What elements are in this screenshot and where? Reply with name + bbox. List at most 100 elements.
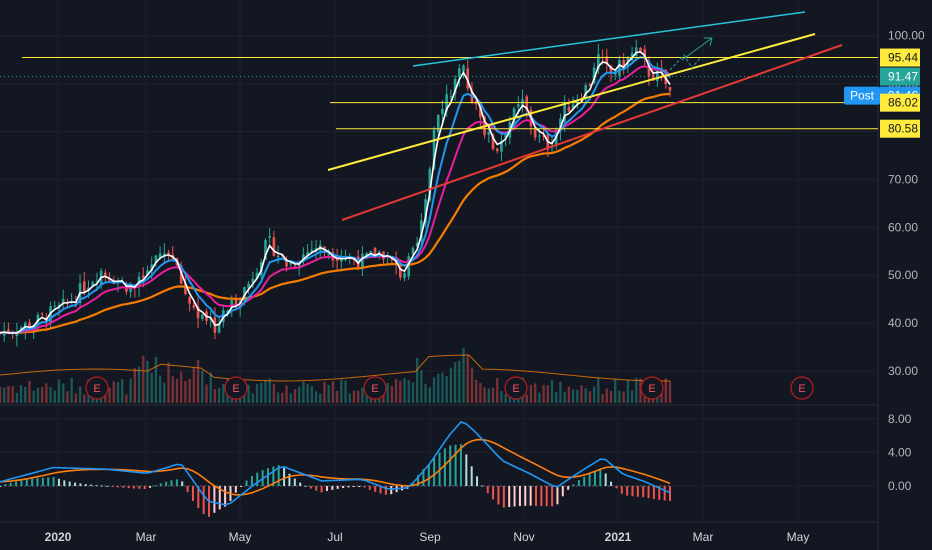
candle-body bbox=[192, 305, 196, 308]
volume-bar bbox=[576, 389, 579, 403]
macd-histogram-bar bbox=[486, 486, 489, 494]
price-tag-label: 91.47 bbox=[888, 70, 918, 84]
macd-histogram-bar bbox=[149, 486, 152, 488]
macd-tick-label: 0.00 bbox=[888, 479, 912, 493]
earnings-marker[interactable]: E bbox=[640, 376, 664, 400]
earnings-marker[interactable]: E bbox=[85, 376, 109, 400]
macd-histogram-bar bbox=[347, 486, 350, 488]
price-tick-label: 70.00 bbox=[888, 172, 918, 186]
macd-histogram-bar bbox=[556, 486, 559, 505]
candle-body bbox=[466, 68, 470, 89]
macd-histogram-bar bbox=[111, 486, 114, 487]
volume-bar bbox=[525, 394, 528, 403]
red-trendline bbox=[341, 44, 843, 221]
earnings-label: E bbox=[93, 383, 100, 395]
volume-bar bbox=[356, 390, 360, 403]
price-tag-box bbox=[880, 48, 920, 67]
macd-histogram-bar bbox=[304, 485, 307, 487]
volume-bar bbox=[597, 377, 600, 403]
volume-bar bbox=[331, 381, 335, 403]
candle-body bbox=[399, 266, 402, 278]
candle-body bbox=[15, 332, 19, 337]
volume-bar bbox=[264, 379, 267, 403]
volume-bar bbox=[0, 387, 2, 403]
macd-histogram-bar bbox=[186, 486, 189, 493]
volume-bar bbox=[310, 386, 314, 403]
price-tick-label: 60.00 bbox=[888, 220, 918, 234]
macd-histogram-bar bbox=[106, 485, 109, 487]
post-market-label: Post bbox=[850, 89, 875, 103]
volume-bar bbox=[163, 382, 166, 403]
volume-bar bbox=[49, 387, 52, 403]
candle-body bbox=[247, 283, 250, 289]
candle-body bbox=[424, 199, 427, 224]
time-axis[interactable]: 2020 Mar May Jul Sep Nov 2021 Mar May bbox=[45, 530, 810, 544]
volume-bar bbox=[614, 378, 617, 403]
volume-bar bbox=[500, 391, 503, 403]
macd-histogram-bar bbox=[459, 444, 462, 486]
volume-bar bbox=[289, 393, 292, 403]
macd-histogram-bar bbox=[9, 482, 12, 486]
candle-body bbox=[668, 86, 672, 91]
price-tag-box bbox=[880, 93, 920, 112]
earnings-marker[interactable]: E bbox=[363, 376, 387, 400]
macd-histogram-bar bbox=[272, 466, 275, 486]
macd-histogram-bar bbox=[74, 482, 77, 486]
candle-body bbox=[104, 272, 107, 276]
candle-body bbox=[373, 247, 377, 258]
volume-bar bbox=[559, 381, 562, 403]
candle-body bbox=[234, 297, 238, 306]
candle-body bbox=[618, 59, 621, 76]
volume-bar bbox=[201, 370, 204, 403]
candle-body bbox=[512, 108, 516, 125]
volume-bar bbox=[184, 381, 187, 403]
time-tick-label: Mar bbox=[136, 530, 157, 544]
volume-bar bbox=[630, 390, 634, 403]
macd-histogram-bar bbox=[497, 486, 500, 505]
volume-bar bbox=[470, 367, 474, 403]
candle-body bbox=[95, 281, 99, 283]
price-tag-box bbox=[880, 67, 920, 86]
macd-histogram-bar bbox=[626, 486, 629, 496]
candle-body bbox=[563, 103, 566, 122]
macd-histogram-bar bbox=[202, 486, 205, 515]
macd-histogram-bar bbox=[631, 486, 634, 497]
volume-bar bbox=[449, 367, 453, 403]
candle-body bbox=[575, 100, 579, 104]
volume-bar bbox=[213, 388, 217, 403]
macd-histogram-bar bbox=[159, 483, 162, 486]
volume-bar bbox=[626, 380, 630, 403]
volume-bar bbox=[276, 392, 280, 403]
ema-fast-line bbox=[0, 51, 671, 334]
macd-histogram-bar bbox=[572, 484, 575, 486]
candle-body bbox=[129, 286, 132, 293]
candle-body bbox=[289, 263, 293, 265]
candle-body bbox=[639, 47, 642, 52]
macd-histogram-bar bbox=[427, 464, 430, 486]
macd-histogram-bar bbox=[583, 476, 586, 486]
macd-histogram-bar bbox=[647, 486, 650, 499]
macd-histogram-bar bbox=[47, 477, 50, 486]
earnings-marker[interactable]: E bbox=[224, 376, 248, 400]
macd-histogram-bar bbox=[79, 483, 82, 486]
candle-body bbox=[517, 104, 520, 107]
volume-bar bbox=[188, 378, 191, 403]
volume-bar bbox=[348, 393, 351, 403]
earnings-marker[interactable]: E bbox=[504, 376, 528, 400]
macd-histogram-bar bbox=[288, 473, 291, 486]
volume-bar bbox=[538, 392, 541, 403]
volume-bar bbox=[175, 378, 179, 403]
candle-body bbox=[272, 237, 276, 257]
earnings-marker[interactable]: E bbox=[790, 376, 814, 400]
macd-histogram-bar bbox=[143, 486, 146, 490]
volume-bar bbox=[327, 385, 330, 403]
volume-bar bbox=[441, 372, 444, 403]
volume-bar bbox=[24, 386, 27, 403]
candle-body bbox=[420, 220, 423, 242]
volume-bar bbox=[584, 388, 587, 403]
volume-bar bbox=[453, 362, 457, 403]
volume-bar bbox=[437, 373, 440, 403]
earnings-circle-icon bbox=[790, 376, 814, 400]
